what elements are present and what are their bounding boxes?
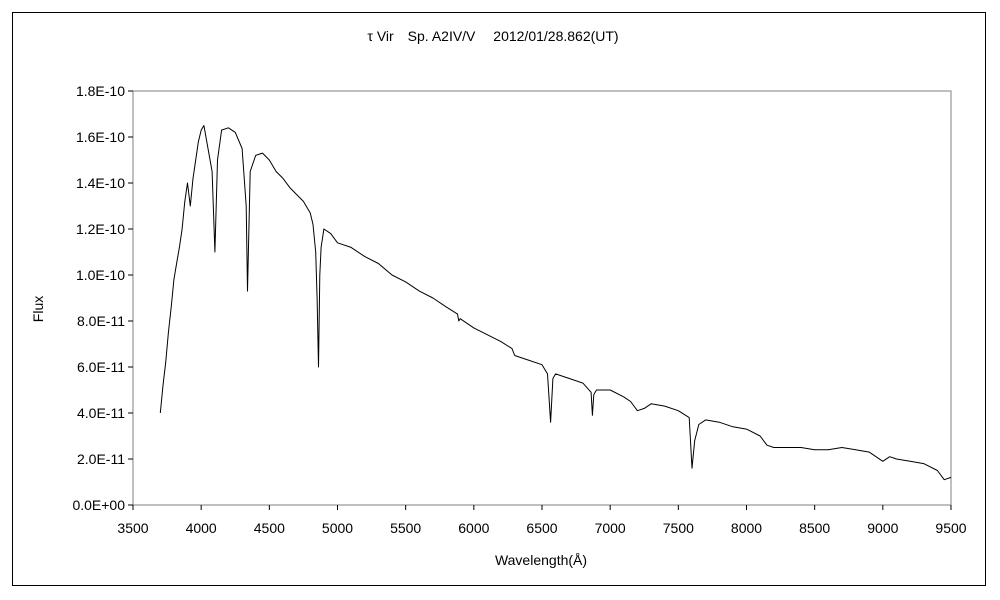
x-tick-label: 9000 — [867, 520, 898, 536]
chart-title: τ Vir Sp. A2IV/V 2012/01/28.862(UT) — [367, 28, 618, 44]
y-tick-label: 0.0E+00 — [72, 497, 125, 513]
y-tick-label: 1.4E-10 — [76, 175, 125, 191]
y-tick-label: 8.0E-11 — [77, 313, 125, 329]
y-axis-title: Flux — [30, 296, 46, 322]
y-tick-label: 1.0E-10 — [76, 267, 125, 283]
x-tick-label: 3500 — [117, 520, 148, 536]
x-tick-label: 6500 — [526, 520, 557, 536]
x-tick-label: 6000 — [458, 520, 489, 536]
x-axis: 3500 4000 4500 5000 5500 6000 6500 7000 7500 8000… — [117, 505, 967, 536]
x-tick-label: 8000 — [731, 520, 762, 536]
y-tick-label: 4.0E-11 — [77, 405, 125, 421]
x-tick-label: 9500 — [935, 520, 966, 536]
y-tick-label: 2.0E-11 — [77, 451, 125, 467]
x-tick-label: 5500 — [390, 520, 421, 536]
y-tick-label: 1.6E-10 — [76, 129, 125, 145]
chart-frame — [12, 12, 986, 586]
x-tick-label: 7000 — [595, 520, 626, 536]
series-group — [159, 125, 952, 481]
x-tick-label: 4500 — [254, 520, 285, 536]
y-tick-label: 1.2E-10 — [76, 221, 125, 237]
spectrum-line — [159, 125, 952, 481]
x-tick-label: 8500 — [799, 520, 830, 536]
y-tick-label: 1.8E-10 — [76, 83, 125, 99]
x-axis-title: Wavelength(Å) — [495, 552, 587, 568]
y-axis: 0.0E+00 2.0E-11 4.0E-11 6.0E-11 8.0E-11 1.0E-… — [72, 83, 133, 513]
x-tick-label: 7500 — [663, 520, 694, 536]
y-tick-label: 6.0E-11 — [77, 359, 125, 375]
x-tick-label: 4000 — [186, 520, 217, 536]
x-tick-label: 5000 — [322, 520, 353, 536]
plot-area — [132, 90, 952, 506]
